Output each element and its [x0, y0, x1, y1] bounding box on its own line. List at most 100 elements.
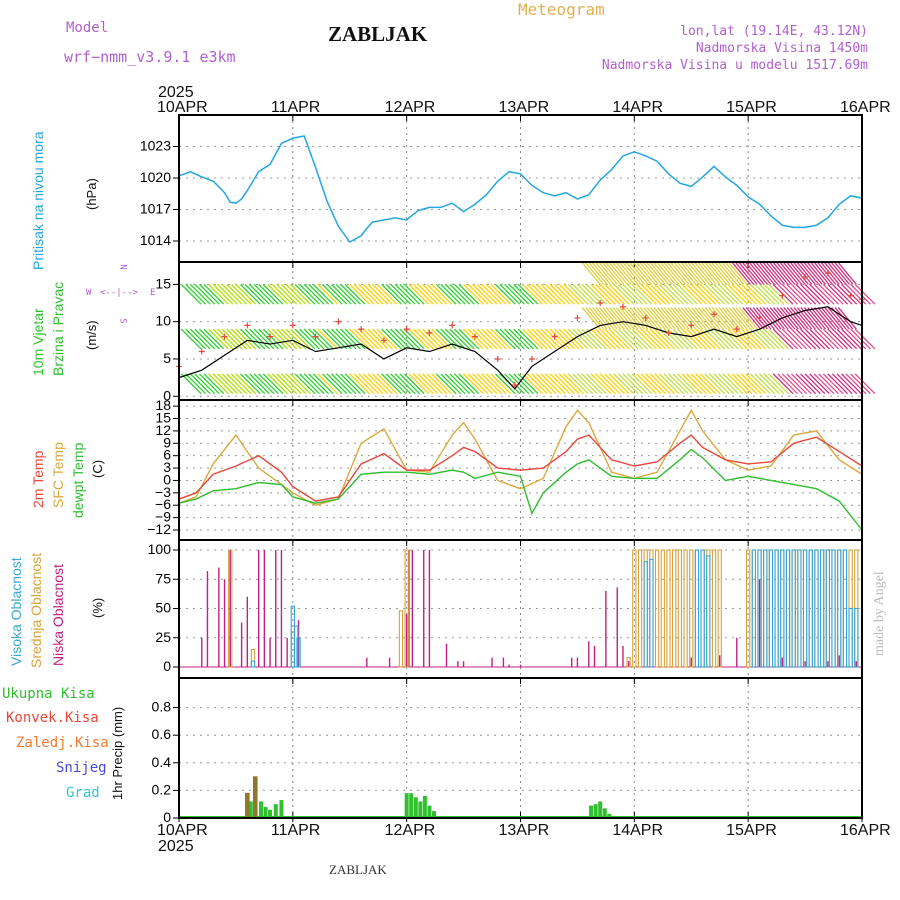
wind-barb	[271, 328, 293, 350]
wind-barb	[738, 262, 758, 285]
top-day-label: 13APR	[498, 99, 550, 116]
wind-barb	[526, 283, 548, 305]
wind-barb	[567, 283, 589, 305]
wind-key-arrow: <--|-->	[100, 288, 138, 298]
wind-barb	[362, 328, 384, 350]
high-cloud-bar	[848, 607, 853, 668]
wind-barb	[253, 283, 275, 305]
wind-barb	[814, 262, 833, 285]
wind-barb	[745, 262, 765, 285]
wind-barb	[217, 328, 238, 350]
watermark: made by Angel	[872, 571, 887, 656]
wind-barb	[262, 328, 284, 350]
wind-barb	[317, 283, 339, 305]
wind-barb	[781, 328, 803, 350]
wind-barb	[180, 328, 202, 350]
wind-gust-marker	[312, 333, 319, 340]
wind-barb	[619, 262, 639, 285]
wind-barb	[615, 307, 635, 330]
wind-barb	[645, 373, 666, 395]
high-cloud-bar	[706, 555, 711, 668]
wind-barb	[372, 328, 393, 350]
wind-barb	[481, 373, 503, 395]
wind-barb	[212, 283, 234, 305]
wind-barb	[646, 307, 666, 330]
wind-barb	[626, 262, 646, 285]
wind-barb	[335, 283, 357, 305]
mid-cloud-label: Srednja Oblacnost	[28, 552, 44, 668]
top-day-label: 10APR	[157, 99, 208, 116]
wind-barb	[262, 373, 284, 395]
wind-barb	[563, 373, 585, 395]
wind-barb	[831, 328, 853, 350]
high-cloud-bar	[854, 607, 859, 668]
wind-barb	[408, 373, 430, 395]
model-label: Model	[66, 20, 109, 36]
total-precip-bar	[431, 811, 436, 818]
wind-barb	[317, 373, 339, 395]
wind-barb	[732, 307, 751, 330]
wind-gust-marker	[824, 270, 831, 277]
year-bottom: 2025	[158, 838, 194, 855]
wind-barb	[258, 328, 279, 350]
wind-barb	[476, 328, 498, 350]
wind-barb	[321, 328, 343, 350]
wind-barb	[762, 262, 782, 285]
total-precip-bar	[602, 808, 607, 818]
wind-barb	[440, 373, 462, 395]
wind-barb	[658, 283, 680, 305]
mid-cloud-bar	[717, 549, 722, 668]
wind-barb	[738, 307, 758, 330]
mid-cloud-bar	[398, 610, 404, 668]
wind-barb	[854, 283, 876, 305]
wind-barb	[230, 328, 252, 350]
wind-barb	[718, 307, 738, 330]
temperature-tick-label: −6	[155, 496, 171, 512]
wind-gust-marker	[733, 326, 740, 333]
wind-barb	[721, 262, 741, 285]
wind-barb	[681, 283, 703, 305]
top-day-label: 12APR	[384, 99, 436, 116]
wind-barb	[622, 373, 644, 395]
wind-barb	[431, 373, 452, 395]
wind-barb	[592, 262, 611, 285]
wind-barb	[841, 328, 862, 350]
wind-barb	[804, 328, 826, 350]
wind-barb	[276, 283, 298, 305]
wind-barb	[185, 373, 207, 395]
wind-barb	[711, 262, 731, 285]
wind-barb	[633, 262, 652, 285]
wind-barb	[344, 373, 366, 395]
wind-barb	[513, 373, 534, 395]
wind-barb	[312, 328, 334, 350]
wind-barb	[810, 307, 830, 330]
wind-barb	[590, 373, 612, 395]
high-cloud-bar	[802, 549, 808, 668]
wind-barb	[517, 373, 539, 395]
high-cloud-bar	[791, 549, 796, 668]
wind-barb	[267, 283, 289, 305]
wind-barb	[290, 328, 311, 350]
mid-cloud-bar	[683, 549, 688, 668]
wind-barb	[654, 328, 676, 350]
wind-barb	[722, 328, 744, 350]
wind-barb	[508, 328, 530, 350]
wind-barb	[540, 373, 562, 395]
wind-barb	[663, 283, 685, 305]
wind-barb	[804, 373, 826, 395]
wind-barb	[485, 373, 507, 395]
wind-barb	[654, 283, 676, 305]
wind-barb	[403, 328, 425, 350]
wind-barb	[572, 373, 594, 395]
wind-barb	[608, 373, 630, 395]
wind-barb	[554, 328, 575, 350]
wind-barb	[240, 328, 261, 350]
wind-barb	[303, 373, 325, 395]
wind-barb	[613, 373, 635, 395]
wind-barb	[467, 283, 489, 305]
wind-barb	[704, 283, 726, 305]
wind-barb	[531, 283, 553, 305]
wind-barb	[399, 373, 421, 395]
wind-barb	[668, 328, 689, 350]
wind-barb	[650, 262, 669, 285]
